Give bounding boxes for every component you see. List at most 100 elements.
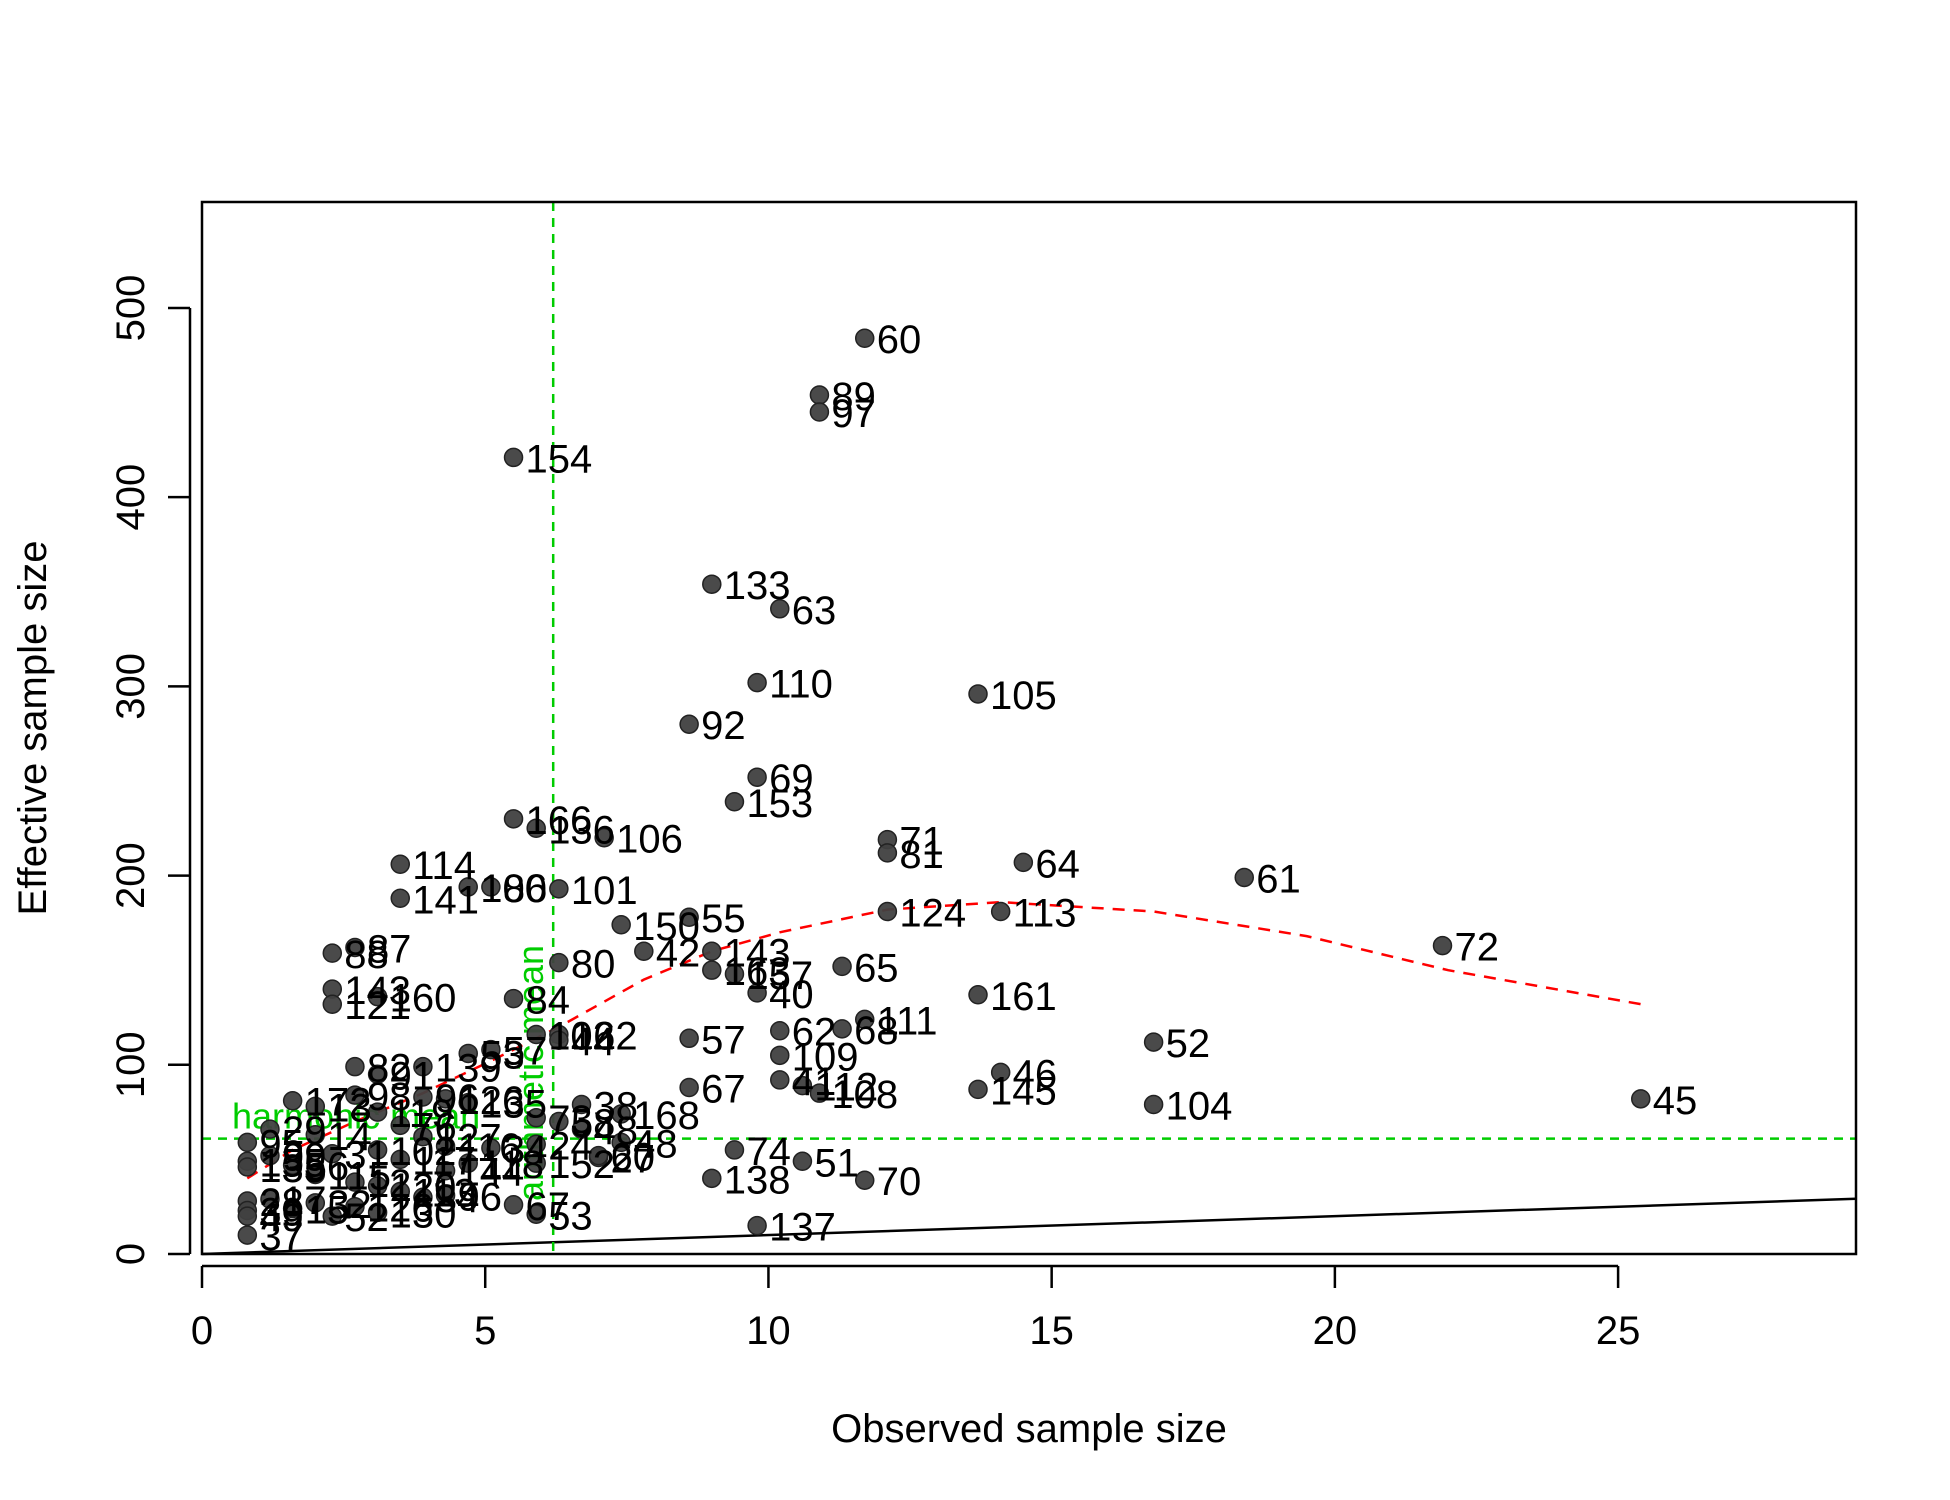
data-point-label: 135 [259, 1147, 326, 1191]
data-point-label: 143 [344, 969, 411, 1013]
data-point-label: 71 [899, 820, 944, 864]
data-point [792, 1075, 813, 1096]
data-point-label: 40 [769, 973, 814, 1017]
data-point [435, 1185, 456, 1206]
data-point-label: 28 [259, 1181, 304, 1225]
data-point-label: 52 [1166, 1022, 1211, 1066]
data-point [832, 1019, 852, 1039]
data-point-label: 126 [367, 1187, 434, 1231]
data-point [747, 672, 767, 693]
data-point-label: 65 [854, 946, 899, 990]
y-axis-title: Effective sample size [11, 541, 55, 916]
data-point [724, 1140, 745, 1160]
data-point [702, 1168, 722, 1189]
data-point [435, 1089, 456, 1109]
data-point-label: 136 [548, 808, 615, 852]
data-point-label: 61 [1256, 857, 1301, 901]
data-point-label: 57 [701, 1018, 746, 1062]
identity-line [201, 1197, 1857, 1256]
data-point-label: 95 [259, 1122, 304, 1166]
y-tick-label: 500 [109, 275, 153, 342]
data-point-label: 121 [344, 984, 411, 1028]
x-tick-label: 0 [191, 1309, 213, 1353]
data-point [367, 1140, 388, 1160]
y-tick-label: 0 [109, 1243, 153, 1265]
data-point-label: 34 [503, 1128, 547, 1172]
data-point-label: 141 [412, 878, 479, 922]
data-point [679, 714, 699, 734]
data-point [702, 960, 722, 980]
data-point [413, 1087, 433, 1107]
data-point-label: 89 [831, 375, 876, 419]
data-point [435, 1160, 456, 1181]
data-point-label: 135 [480, 1083, 547, 1127]
y-tick-label: 300 [109, 653, 153, 720]
data-point [747, 983, 767, 1003]
data-point-label: 12 [367, 1162, 412, 1206]
data-point [747, 1215, 767, 1236]
data-point-label: 101 [571, 869, 638, 913]
data-point-label: 118 [480, 1143, 544, 1187]
data-point-label: 55 [701, 897, 746, 941]
data-point-label: 24 [548, 1124, 593, 1168]
data-point [503, 447, 524, 468]
data-point [390, 1149, 411, 1170]
data-point-label: 145 [990, 1069, 1057, 1113]
data-point-label: 105 [990, 674, 1057, 718]
data-point-label: 27 [611, 1138, 656, 1182]
data-point-label: 62 [792, 1011, 837, 1055]
data-point [237, 1132, 258, 1153]
data-point [809, 385, 830, 405]
data-point [322, 943, 343, 963]
data-point [1143, 1032, 1164, 1052]
data-point-label: 102 [390, 1130, 457, 1174]
data-point-label: 143 [724, 931, 791, 975]
data-point [367, 1176, 388, 1196]
x-tick-label: 25 [1596, 1309, 1641, 1353]
data-point-label: 67 [701, 1067, 746, 1111]
data-point [747, 767, 767, 787]
data-point [322, 1143, 343, 1164]
data-point-label: 96 [435, 1077, 480, 1121]
data-point [322, 994, 343, 1014]
data-point-label: 74 [746, 1130, 791, 1174]
data-point-label: 76 [412, 1105, 457, 1149]
data-point-label: 48 [633, 1122, 678, 1166]
data-point-label: 133 [724, 564, 791, 608]
data-point [282, 1198, 303, 1219]
data-point-label: 87 [367, 927, 412, 971]
data-point-label: 168 [633, 1094, 700, 1138]
data-point [367, 1202, 388, 1223]
data-point-label: 97 [831, 392, 876, 436]
data-point-label: 113 [412, 1172, 476, 1216]
data-point [237, 1225, 258, 1245]
data-point-label: 92 [701, 704, 746, 748]
data-point [724, 964, 745, 984]
data-point [611, 1132, 631, 1153]
data-point-label: 98 [367, 1075, 412, 1119]
y-tick-label: 400 [109, 464, 153, 531]
data-point [702, 941, 722, 962]
data-point-label: 120 [390, 1166, 457, 1210]
data-point-label: 69 [769, 757, 814, 801]
data-point [832, 956, 852, 977]
data-point-label: 57 [503, 1030, 547, 1074]
data-point-label: 130 [390, 1192, 457, 1236]
points-layer [237, 328, 1651, 1245]
data-point-label: 144 [458, 1151, 525, 1195]
data-point [345, 1085, 365, 1105]
x-tick-label: 20 [1313, 1309, 1358, 1353]
data-point [549, 952, 569, 973]
data-point [679, 907, 699, 927]
data-point [968, 1079, 988, 1100]
y-tick-label: 200 [109, 842, 153, 909]
data-point [877, 901, 898, 922]
data-point [990, 901, 1011, 922]
data-point [549, 1030, 569, 1050]
data-point-label: 106 [616, 818, 683, 862]
data-point-label: 67 [526, 1185, 571, 1229]
data-point [571, 1094, 592, 1115]
data-point-label: 37 [259, 1215, 304, 1259]
x-tick-label: 15 [1029, 1309, 1074, 1353]
